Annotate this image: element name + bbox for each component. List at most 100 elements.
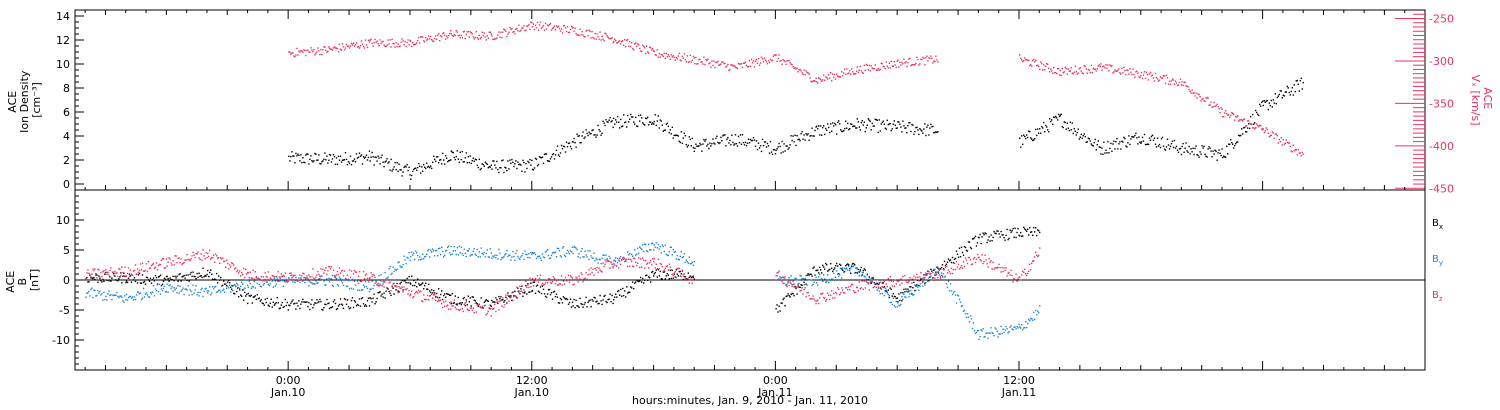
vx-point <box>365 44 368 46</box>
ion-density-point <box>847 122 849 125</box>
bz-point <box>848 286 850 288</box>
bx-point <box>672 277 674 279</box>
ion-density-point <box>1043 121 1045 124</box>
date-tick-label: Jan.11 <box>757 386 792 399</box>
bx-point <box>602 299 604 301</box>
by-point <box>574 246 576 248</box>
by-point <box>195 285 197 287</box>
ion-density-point <box>849 128 851 130</box>
bz-point <box>902 275 904 278</box>
vx-point <box>1249 122 1251 125</box>
by-point <box>476 248 478 251</box>
ion-density-point <box>749 138 752 141</box>
by-point <box>458 245 460 247</box>
ion-density-point <box>462 161 464 163</box>
vx-point <box>1080 70 1082 72</box>
by-point <box>107 293 109 295</box>
ion-density-point <box>420 172 422 174</box>
ion-density-point <box>397 170 399 173</box>
by-point <box>104 298 106 301</box>
bx-point <box>255 298 257 301</box>
bx-point <box>874 283 876 286</box>
by-point <box>854 272 856 274</box>
bz-point <box>483 305 485 307</box>
by-point <box>967 316 970 319</box>
bz-point <box>314 278 316 280</box>
vx-point <box>1285 139 1287 141</box>
ion-density-point <box>904 127 906 129</box>
bz-point <box>594 267 596 269</box>
bx-point <box>259 300 261 302</box>
bz-point <box>385 279 387 281</box>
bz-point <box>776 272 778 274</box>
vx-point <box>1128 73 1130 75</box>
ion-density-point <box>1094 138 1096 141</box>
bz-point <box>210 258 212 260</box>
ion-density-point <box>549 158 552 160</box>
by-point <box>897 302 899 304</box>
vx-point <box>430 35 432 38</box>
time-tick-label: 12:00 <box>516 374 548 387</box>
bz-point <box>273 275 275 278</box>
ion-density-point <box>413 168 415 171</box>
vx-point <box>1294 149 1296 151</box>
bz-point <box>453 299 455 301</box>
by-point <box>498 248 500 251</box>
bx-point <box>468 301 470 303</box>
bx-point <box>267 304 269 306</box>
bx-point <box>393 293 395 295</box>
ion-density-point <box>377 155 379 157</box>
ion-density-point <box>842 130 844 133</box>
by-point <box>542 256 545 258</box>
bz-point <box>163 267 166 269</box>
bx-point <box>234 293 236 295</box>
bx-point <box>867 278 869 281</box>
by-point <box>582 256 584 258</box>
by-point <box>619 257 621 259</box>
ion-density-point <box>562 145 565 147</box>
ion-density-point <box>910 130 912 133</box>
bx-point <box>669 269 671 271</box>
ion-density-point <box>844 127 846 130</box>
vx-point <box>1033 58 1035 61</box>
ion-density-point <box>1149 139 1152 141</box>
vx-point <box>370 38 372 41</box>
bx-point <box>343 297 346 300</box>
vx-point <box>597 36 599 38</box>
bx-point <box>816 269 818 272</box>
bz-point <box>1025 273 1027 275</box>
ion-density-point <box>932 125 934 128</box>
by-point <box>167 291 169 293</box>
bx-point <box>298 300 300 302</box>
vx-point <box>1063 71 1065 73</box>
by-point <box>872 276 874 279</box>
bx-point <box>638 280 640 283</box>
bx-point <box>475 302 477 304</box>
by-point <box>856 268 858 270</box>
bx-point <box>793 295 795 297</box>
bx-point <box>325 303 327 306</box>
ion-density-point <box>334 163 337 165</box>
ion-density-point <box>1157 145 1160 147</box>
bz-point <box>850 285 852 287</box>
ion-density-point <box>293 155 295 157</box>
by-point <box>866 273 868 275</box>
bz-point <box>876 279 878 281</box>
by-point <box>331 284 334 286</box>
vx-point <box>594 32 596 35</box>
by-point <box>846 267 848 269</box>
bx-point <box>572 305 574 307</box>
bz-point <box>135 273 138 276</box>
vx-point <box>778 54 780 56</box>
ion-density-point <box>1162 145 1165 147</box>
bz-point <box>282 274 284 277</box>
ion-density-point <box>1072 132 1074 135</box>
ion-density-point <box>299 160 301 162</box>
vx-point <box>1107 64 1109 66</box>
by-point <box>169 284 171 286</box>
vx-point <box>1089 71 1091 74</box>
vx-point <box>1069 70 1071 72</box>
ion-density-point <box>392 168 394 170</box>
by-point <box>647 250 649 253</box>
bz-point <box>394 285 396 287</box>
